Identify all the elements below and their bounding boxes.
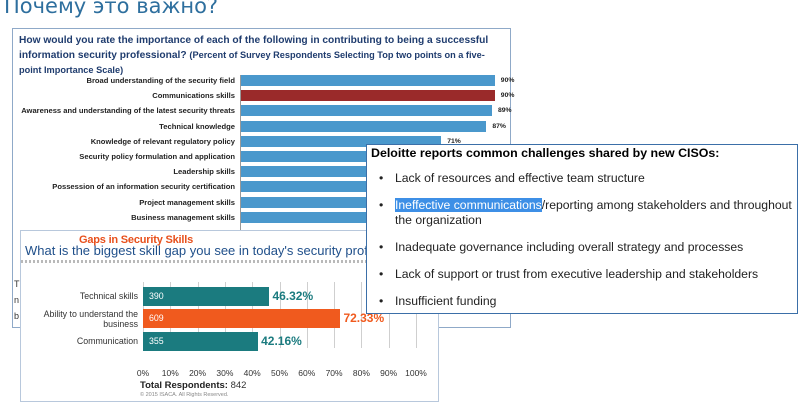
axis-tick-label: 90% <box>380 368 398 378</box>
importance-bar <box>241 75 495 86</box>
skills-gap-value-label: 42.16% <box>261 334 302 348</box>
importance-value-label: 87% <box>492 122 506 130</box>
skills-gap-bar <box>143 332 259 351</box>
divider-stripe <box>21 260 438 263</box>
importance-value-label: 90% <box>500 77 515 84</box>
importance-bar <box>241 196 428 208</box>
list-item: • Lack of support or trust from executiv… <box>375 267 793 282</box>
importance-row: Communications skills 90% <box>13 89 514 102</box>
list-item-text: Lack of support or trust from executive … <box>395 267 759 281</box>
importance-row-label: Broad understanding of the security fiel… <box>86 76 235 85</box>
importance-value-label: 89% <box>497 107 512 115</box>
importance-axis <box>240 75 241 235</box>
skills-gap-question: What is the biggest skill gap you see in… <box>25 243 382 258</box>
total-respondents-value: 842 <box>230 380 247 391</box>
total-respondents-label: Total Respondents: <box>140 380 228 391</box>
deloitte-list: • Lack of resources and effective team s… <box>375 171 793 309</box>
skills-gap-value-label: 72.33% <box>343 311 385 325</box>
importance-bar <box>241 90 495 102</box>
importance-row: Broad understanding of the security fiel… <box>13 74 514 87</box>
fragment-n: n <box>14 295 20 305</box>
importance-question-text: How would you rate the importance of eac… <box>19 35 489 61</box>
axis-tick-label: 80% <box>352 368 370 378</box>
list-item: • Insufficient funding <box>375 294 793 309</box>
importance-row-label: Possession of an information security ce… <box>52 182 235 192</box>
slide-title: Почему это важно? <box>4 0 219 18</box>
axis-tick-label: 30% <box>216 368 234 378</box>
bullet-icon: • <box>379 240 384 254</box>
axis-tick-label: 70% <box>325 368 343 378</box>
skills-gap-category-label: Ability to understand the business <box>43 309 138 329</box>
importance-value-label: 71% <box>447 137 461 145</box>
skills-gap-category-label: Communication <box>76 336 138 346</box>
deloitte-panel: Deloitte reports common challenges share… <box>366 144 798 314</box>
importance-subtitle: (Percent of Survey Respondents Selecting… <box>19 50 485 75</box>
importance-row-label: Technical knowledge <box>159 121 235 131</box>
importance-bar <box>241 181 436 193</box>
importance-question: How would you rate the importance of eac… <box>19 33 503 78</box>
fragment-b: b <box>14 311 20 321</box>
skills-gap-bar <box>143 287 270 306</box>
importance-row-label: Awareness and understanding of the lates… <box>21 106 235 116</box>
importance-bar <box>241 151 439 162</box>
bullet-icon: • <box>379 267 384 281</box>
copyright: © 2015 ISACA. All Rights Reserved. <box>140 392 229 398</box>
list-item: • Inadequate governance including overal… <box>375 240 793 255</box>
importance-row-label: Leadership skills <box>173 167 235 177</box>
importance-bar <box>241 211 425 223</box>
list-item: • Lack of resources and effective team s… <box>375 171 793 186</box>
bullet-icon: • <box>379 294 384 308</box>
importance-row: Project management skills <box>13 196 510 209</box>
gridline <box>361 282 363 348</box>
selected-text[interactable]: Ineffective communications <box>395 198 542 212</box>
skills-gap-count: 390 <box>149 291 164 301</box>
importance-value-label: 90% <box>500 92 515 100</box>
axis-tick-label: 10% <box>161 368 179 378</box>
total-respondents: Total Respondents: 842 <box>140 380 246 391</box>
importance-bar <box>241 120 487 132</box>
skills-gap-count: 355 <box>149 336 164 346</box>
skills-gap-category-label: Technical skills <box>79 291 138 301</box>
list-item-text: Insufficient funding <box>395 294 497 308</box>
fragment-t: T <box>14 279 20 289</box>
axis-tick-label: 20% <box>189 368 207 378</box>
skills-gap-row: Technical skills 390 46.32% <box>21 287 438 306</box>
skills-gap-header: Gaps in Security Skills <box>79 234 194 246</box>
importance-row: Business management skills <box>13 211 510 224</box>
importance-row-label: Business management skills <box>131 212 235 222</box>
importance-bar <box>241 105 492 117</box>
list-item: • Ineffective communications/reporting a… <box>375 198 793 228</box>
importance-bar <box>241 135 442 147</box>
list-item-text: /reporting among stakeholders and throug… <box>395 198 792 227</box>
importance-row: Security policy formulation and applicat… <box>13 150 510 163</box>
bullet-icon: • <box>379 198 384 212</box>
importance-row-label: Knowledge of relevant regulatory policy <box>90 136 235 146</box>
skills-gap-row: Communication 355 42.16% <box>21 332 438 351</box>
skills-gap-row: Ability to understand the business 609 72.… <box>21 309 438 329</box>
list-item-text: Inadequate governance including overall … <box>395 240 744 254</box>
importance-row: Leadership skills <box>13 165 510 178</box>
skills-gap-bar <box>143 309 341 328</box>
skills-gap-value-label: 46.32% <box>272 289 314 303</box>
gridline <box>388 282 390 348</box>
deloitte-title: Deloitte reports common challenges share… <box>371 146 720 160</box>
axis-tick-label: 40% <box>243 368 261 378</box>
importance-row: Possession of an information security ce… <box>13 180 510 193</box>
importance-row: Technical knowledge 87% <box>13 120 510 133</box>
importance-row-label: Project management skills <box>139 197 235 207</box>
importance-row: Awareness and understanding of the lates… <box>13 104 512 117</box>
importance-row-label: Security policy formulation and applicat… <box>79 152 235 161</box>
list-item-text: Lack of resources and effective team str… <box>395 171 645 185</box>
importance-row-label: Communications skills <box>152 91 235 101</box>
skills-gap-count: 609 <box>149 313 164 323</box>
importance-row: Knowledge of relevant regulatory policy 7… <box>13 135 510 148</box>
axis-tick-label: 60% <box>298 368 316 378</box>
axis-tick-label: 100% <box>405 368 427 378</box>
gridline <box>416 282 417 348</box>
importance-bar <box>241 166 436 178</box>
bullet-icon: • <box>379 171 384 185</box>
axis-tick-label: 50% <box>270 368 288 378</box>
axis-tick-label: 0% <box>136 368 150 378</box>
